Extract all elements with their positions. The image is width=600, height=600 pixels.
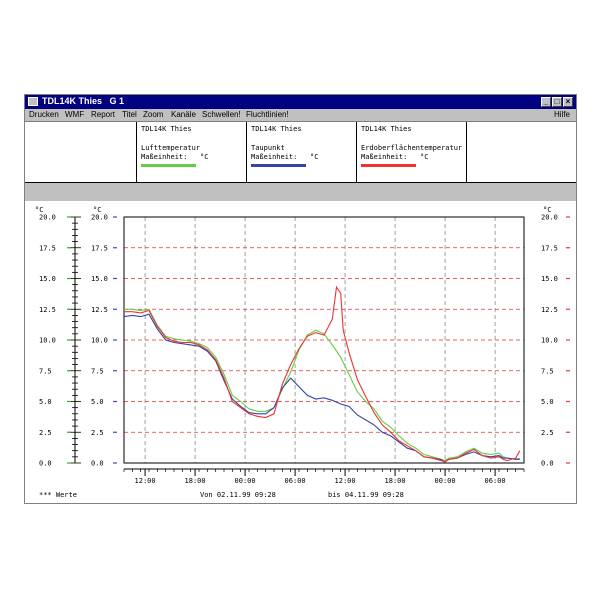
y-tick-label: 5.0: [39, 398, 52, 406]
footer-to: bis 04.11.99 09:28: [328, 491, 404, 499]
y-tick-label: 17.5: [541, 244, 558, 252]
y-tick-label: 10.0: [39, 337, 56, 345]
menu-bar: Drucken WMF Report Titel Zoom Kanäle Sch…: [25, 109, 576, 121]
x-tick-label: 12:00: [335, 477, 356, 485]
x-tick-label: 18:00: [385, 477, 406, 485]
y-tick-label: 12.5: [91, 306, 108, 314]
y-axis-unit-label: °C: [35, 206, 43, 214]
close-button[interactable]: ×: [563, 97, 573, 107]
legend-panel: TDL14K Thies Lufttemperatur Maßeinheit: …: [25, 121, 576, 183]
y-tick-label: 7.5: [541, 367, 554, 375]
x-tick-label: 00:00: [235, 477, 256, 485]
temperature-chart[interactable]: °C °C °C20.0 20.0 20.017.5 17.5 17.515.0 15.0 15…: [25, 201, 576, 503]
y-tick-label: 7.5: [39, 367, 52, 375]
legend-entry-lufttemperatur[interactable]: TDL14K Thies Lufttemperatur Maßeinheit: …: [136, 122, 246, 183]
menu-report[interactable]: Report: [91, 110, 116, 119]
y-tick-label: 20.0: [91, 214, 108, 222]
menu-hilfe[interactable]: Hilfe: [553, 110, 570, 119]
legend-unit: °C: [200, 153, 209, 161]
y-tick-label: 15.0: [39, 275, 56, 283]
y-tick-label: 2.5: [541, 429, 554, 437]
minimize-button[interactable]: _: [541, 97, 551, 107]
y-tick-label: 15.0: [541, 275, 558, 283]
footer-count: *** Werte: [39, 491, 77, 499]
legend-unit-label: Maßeinheit:: [141, 153, 188, 161]
legend-color-swatch: [361, 164, 416, 167]
system-menu-icon[interactable]: [28, 97, 38, 106]
footer-from: Von 02.11.99 09:28: [200, 491, 276, 499]
series-line-1: [124, 308, 520, 462]
x-tick-label: 06:00: [485, 477, 506, 485]
y-axis-unit-label: °C: [93, 206, 101, 214]
menu-kanaele[interactable]: Kanäle: [171, 110, 196, 119]
series-line-2: [123, 313, 520, 463]
y-tick-label: 0.0: [39, 460, 52, 468]
legend-color-swatch: [141, 164, 196, 167]
legend-unit-row: Maßeinheit: °C: [141, 153, 208, 161]
menu-titel[interactable]: Titel: [122, 110, 137, 119]
y-tick-label: 10.0: [91, 337, 108, 345]
legend-channel: Taupunkt: [251, 144, 285, 152]
y-tick-label: 0.0: [541, 460, 554, 468]
legend-unit-row: Maßeinheit: °C: [251, 153, 318, 161]
x-tick-label: 00:00: [435, 477, 456, 485]
legend-unit: °C: [420, 153, 429, 161]
y-axis-unit-label: °C: [543, 206, 551, 214]
app-window: TDL14K Thies G 1 _ □ × Drucken WMF Repor…: [24, 94, 577, 504]
legend-unit-label: Maßeinheit:: [251, 153, 298, 161]
y-tick-label: 5.0: [541, 398, 554, 406]
y-tick-label: 5.0: [91, 398, 104, 406]
legend-unit-row: Maßeinheit: °C: [361, 153, 428, 161]
y-tick-label: 10.0: [541, 337, 558, 345]
chart-pane: °C °C °C 20.0 20.0 20.0 17.5 17.5 17.5 15.0 15.0 15…: [25, 201, 576, 503]
legend-color-swatch: [251, 164, 306, 167]
menu-schwellen[interactable]: Schwellen!: [202, 110, 241, 119]
y-tick-label: 17.5: [91, 244, 108, 252]
legend-unit: °C: [310, 153, 319, 161]
legend-device: TDL14K Thies: [251, 125, 302, 133]
y-tick-label: 17.5: [39, 244, 56, 252]
menu-zoom[interactable]: Zoom: [143, 110, 164, 119]
series-line-3: [124, 285, 521, 463]
x-tick-label: 12:00: [135, 477, 156, 485]
legend-unit-label: Maßeinheit:: [361, 153, 408, 161]
menu-drucken[interactable]: Drucken: [29, 110, 59, 119]
y-tick-label: 2.5: [91, 429, 104, 437]
x-tick-label: 18:00: [185, 477, 206, 485]
y-tick-label: 7.5: [91, 367, 104, 375]
window-title: TDL14K Thies G 1: [42, 96, 125, 106]
y-tick-label: 12.5: [39, 306, 56, 314]
legend-device: TDL14K Thies: [361, 125, 412, 133]
y-tick-label: 0.0: [91, 460, 104, 468]
y-tick-label: 20.0: [39, 214, 56, 222]
menu-fluchtlinien[interactable]: Fluchtlinien!: [246, 110, 289, 119]
legend-entry-taupunkt[interactable]: TDL14K Thies Taupunkt Maßeinheit: °C: [246, 122, 356, 183]
menu-wmf[interactable]: WMF: [65, 110, 85, 119]
plot-frame: [123, 216, 525, 464]
maximize-button[interactable]: □: [552, 97, 562, 107]
title-bar: TDL14K Thies G 1 _ □ ×: [25, 95, 576, 109]
y-tick-label: 20.0: [541, 214, 558, 222]
legend-device: TDL14K Thies: [141, 125, 192, 133]
legend-channel: Erdoberflächentemperatur: [361, 144, 463, 152]
x-tick-label: 06:00: [285, 477, 306, 485]
y-tick-label: 15.0: [91, 275, 108, 283]
y-tick-label: 2.5: [39, 429, 52, 437]
legend-entry-erdoberflaechentemperatur[interactable]: TDL14K Thies Erdoberflächentemperatur Ma…: [356, 122, 467, 183]
legend-channel: Lufttemperatur: [141, 144, 201, 152]
y-tick-label: 12.5: [541, 306, 558, 314]
